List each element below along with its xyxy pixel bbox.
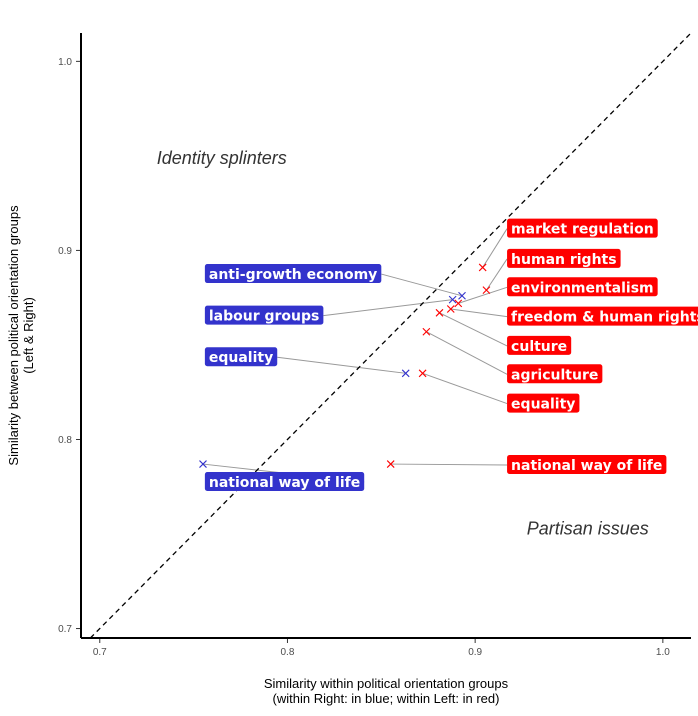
point-agriculture bbox=[422, 327, 431, 336]
connector-freedom-human-rights bbox=[450, 308, 508, 318]
point-anti-growth-economy bbox=[458, 291, 466, 300]
point-national-way-of-life bbox=[386, 460, 395, 468]
label-text: national way of life bbox=[209, 475, 360, 491]
axes-layer bbox=[80, 33, 691, 639]
point-labour-groups bbox=[448, 295, 457, 304]
x-axis-subtitle: (within Right: in blue; within Left: in … bbox=[273, 691, 500, 706]
x-axis-title: Similarity within political orientation … bbox=[264, 676, 509, 691]
label-national-way-of-life: national way of life bbox=[204, 472, 365, 492]
label-market-regulation: market regulation bbox=[507, 218, 658, 238]
connector-national-way-of-life bbox=[390, 463, 508, 466]
x-tick-label: 0.9 bbox=[468, 647, 482, 658]
label-box bbox=[507, 364, 603, 384]
y-tick-label: 1.0 bbox=[58, 57, 72, 68]
connector-anti-growth-economy bbox=[381, 273, 463, 297]
point-market-regulation bbox=[478, 263, 487, 272]
label-box bbox=[507, 306, 698, 326]
point-equality bbox=[418, 369, 427, 378]
x-ticks: 0.7 0.8 0.9 1.0 bbox=[93, 639, 670, 658]
label-environmentalism: environmentalism bbox=[507, 277, 658, 297]
label-box bbox=[204, 472, 365, 492]
label-text: equality bbox=[511, 397, 575, 413]
label-freedom-human-rights: freedom & human rights bbox=[507, 306, 698, 326]
label-box bbox=[507, 218, 658, 238]
label-equality: equality bbox=[507, 393, 580, 413]
connector-equality bbox=[277, 356, 406, 374]
connector-culture bbox=[439, 312, 508, 347]
label-text: anti-growth economy bbox=[209, 267, 377, 283]
connector-environmentalism bbox=[458, 286, 508, 304]
x-tick-label: 1.0 bbox=[656, 647, 670, 658]
label-text: national way of life bbox=[511, 458, 662, 474]
label-text: labour groups bbox=[209, 309, 320, 325]
annotation-identity-splinters: Identity splinters bbox=[157, 148, 287, 168]
label-text: environmentalism bbox=[511, 280, 654, 296]
label-equality: equality bbox=[204, 347, 278, 367]
point-human-rights bbox=[482, 286, 491, 295]
label-human-rights: human rights bbox=[507, 248, 621, 268]
connector-agriculture bbox=[426, 331, 508, 375]
y-axis-subtitle: (Left & Right) bbox=[21, 297, 36, 374]
y-tick-label: 0.7 bbox=[58, 624, 72, 635]
annotation-partisan-issues: Partisan issues bbox=[527, 518, 649, 538]
points-layer bbox=[199, 263, 491, 468]
identity-reference-line bbox=[89, 32, 692, 639]
label-labour-groups: labour groups bbox=[204, 305, 324, 325]
label-anti-growth-economy: anti-growth economy bbox=[204, 264, 382, 284]
y-tick-label: 0.9 bbox=[58, 246, 72, 257]
label-text: human rights bbox=[511, 252, 617, 268]
label-box bbox=[204, 264, 382, 284]
connector-human-rights bbox=[485, 258, 508, 291]
label-box bbox=[507, 393, 580, 413]
labels-layer: anti-growth economy labour groups equality… bbox=[204, 218, 698, 492]
x-tick-label: 0.7 bbox=[93, 647, 107, 658]
connector-layer bbox=[202, 228, 508, 483]
point-national-way-of-life bbox=[199, 460, 207, 468]
label-text: agriculture bbox=[511, 367, 598, 383]
label-agriculture: agriculture bbox=[507, 364, 603, 384]
label-culture: culture bbox=[507, 335, 572, 355]
label-box bbox=[204, 305, 324, 325]
label-box bbox=[507, 248, 621, 268]
label-text: equality bbox=[209, 350, 273, 366]
point-freedom-human-rights bbox=[446, 305, 455, 313]
connector-market-regulation bbox=[482, 228, 508, 268]
label-box bbox=[507, 335, 572, 355]
point-environmentalism bbox=[454, 299, 463, 308]
x-tick-label: 0.8 bbox=[281, 647, 295, 658]
label-box bbox=[507, 455, 667, 475]
label-text: freedom & human rights bbox=[511, 310, 698, 326]
point-equality bbox=[401, 369, 410, 378]
y-tick-label: 0.8 bbox=[58, 435, 72, 446]
label-box bbox=[507, 277, 658, 297]
label-box bbox=[204, 347, 278, 367]
label-text: culture bbox=[511, 339, 567, 355]
connector-equality bbox=[422, 372, 508, 405]
label-text: market regulation bbox=[511, 222, 654, 238]
y-axis-title: Similarity between political orientation… bbox=[6, 205, 21, 466]
y-ticks: 0.7 0.8 0.9 1.0 bbox=[58, 57, 80, 635]
label-national-way-of-life: national way of life bbox=[507, 455, 667, 475]
point-culture bbox=[435, 308, 444, 317]
connector-labour-groups bbox=[323, 299, 453, 317]
